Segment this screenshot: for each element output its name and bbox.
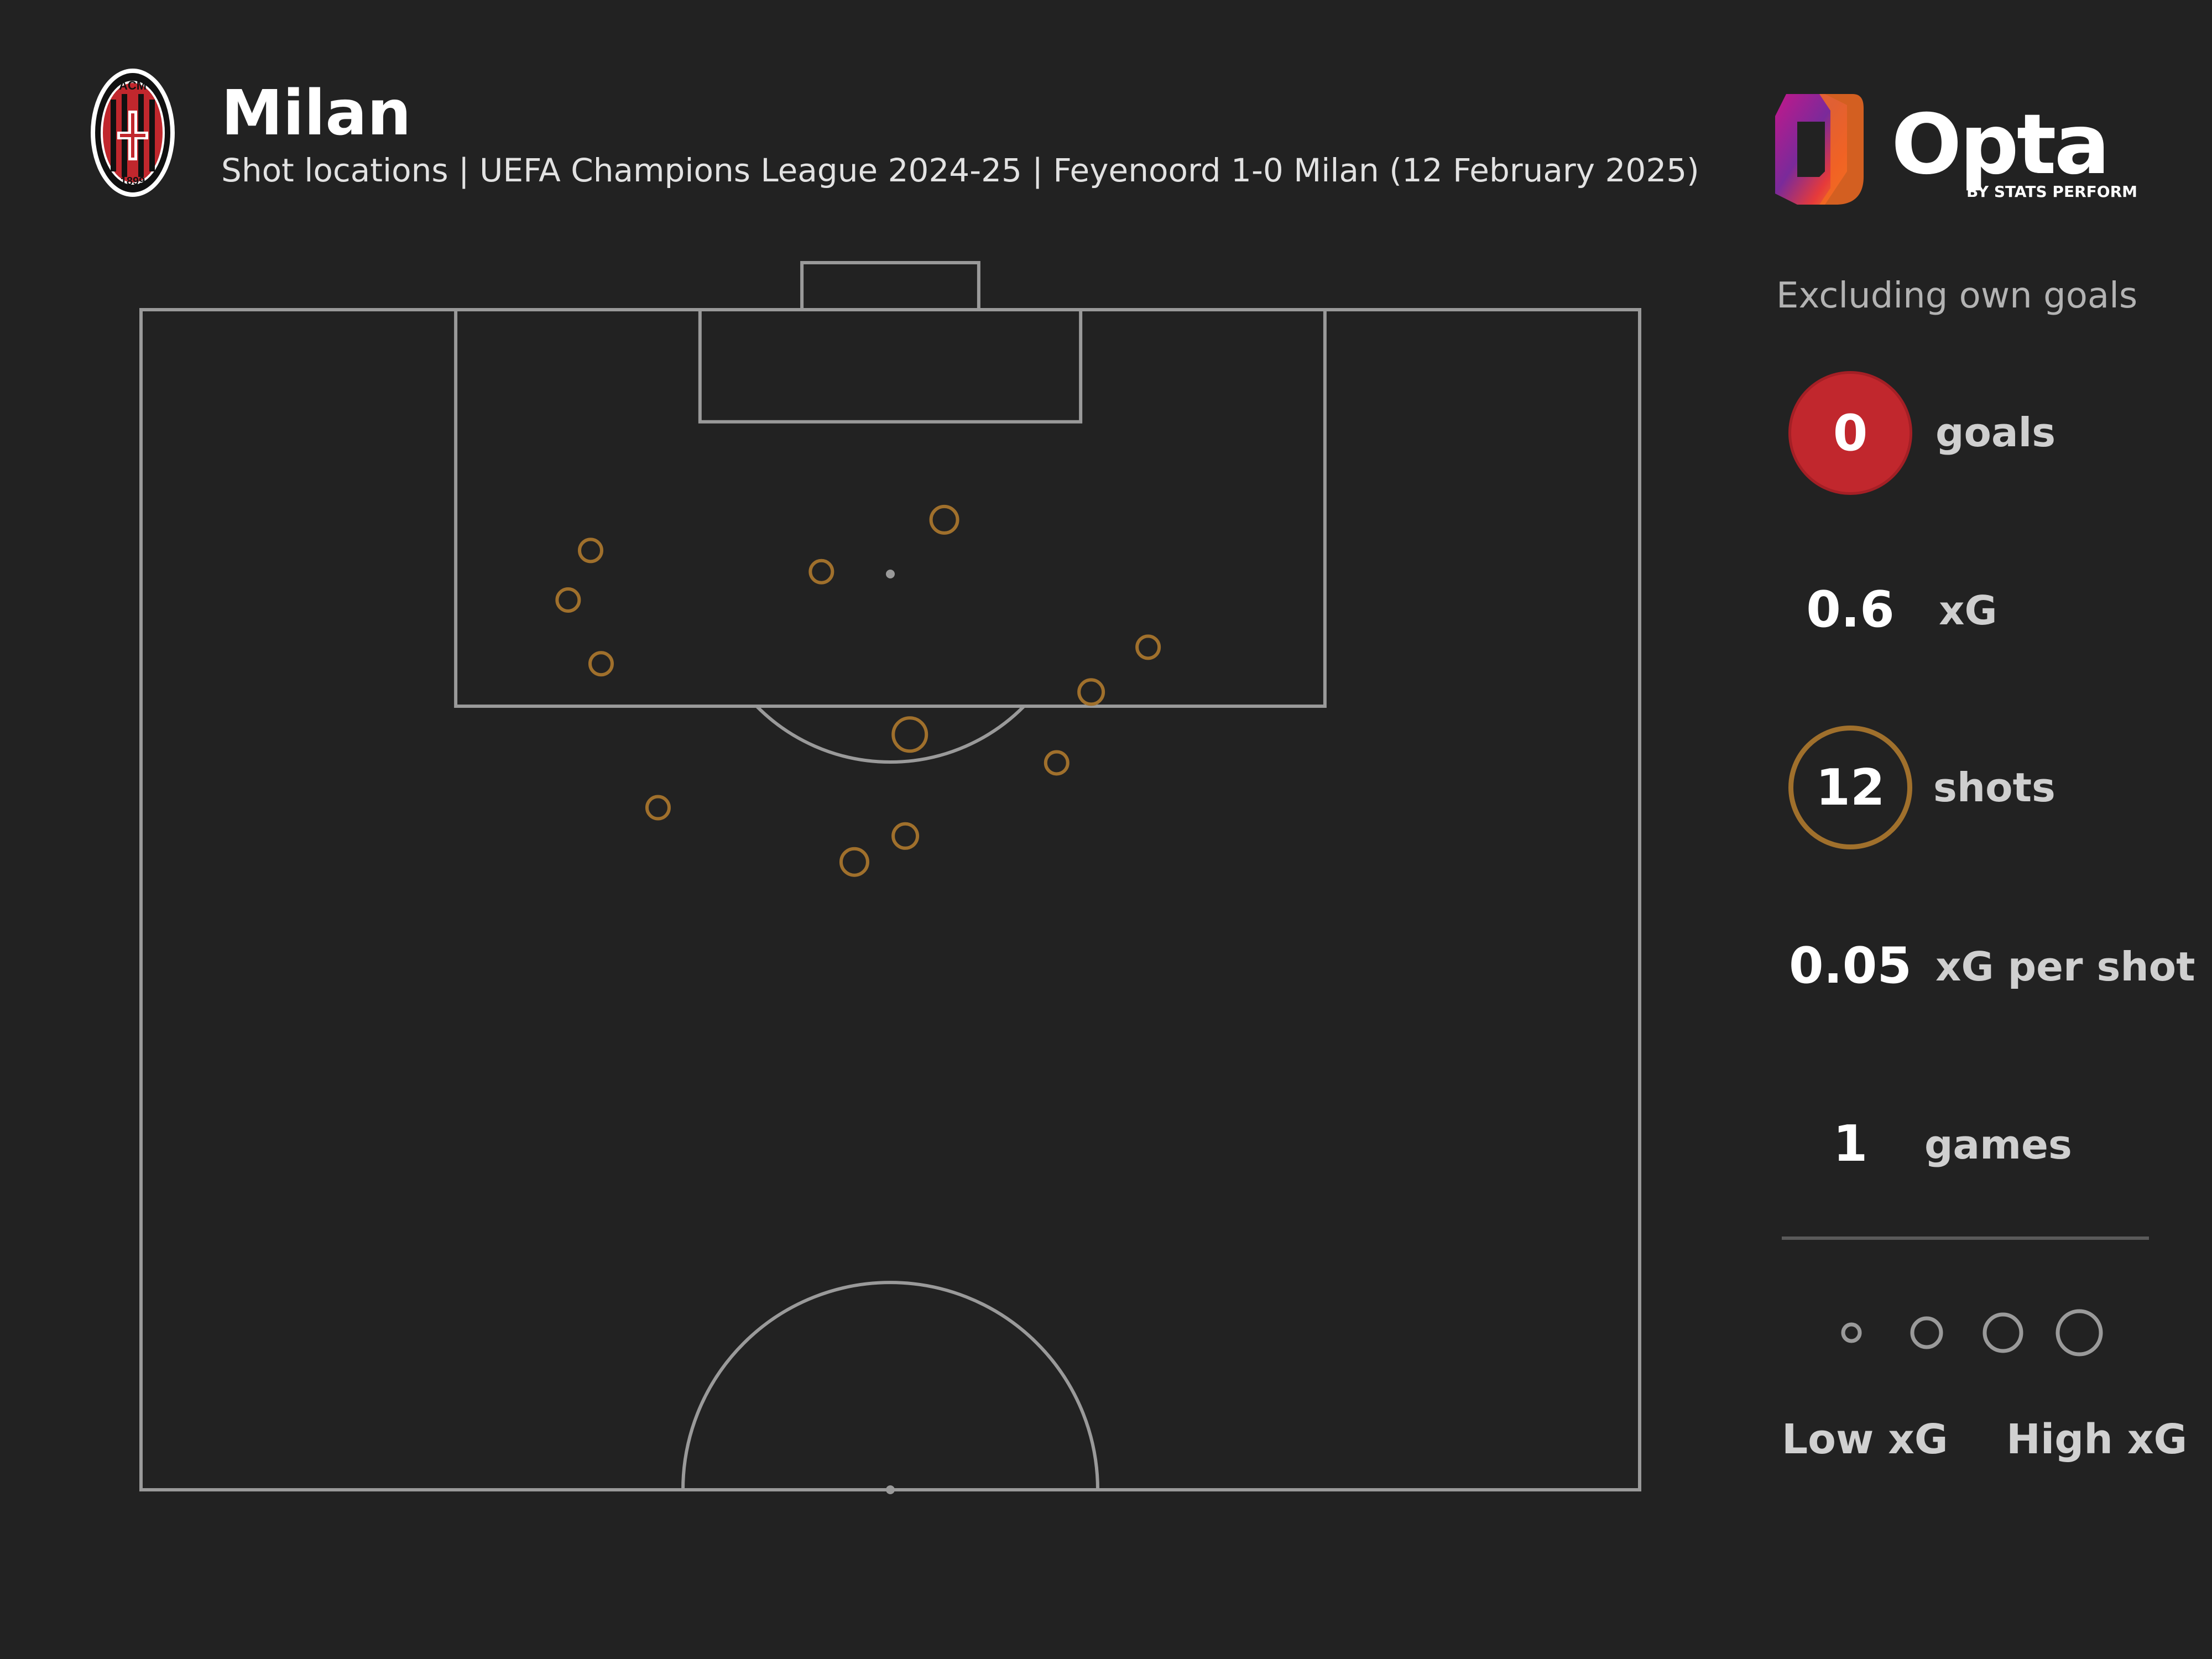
penalty-arc (755, 705, 1025, 764)
goals-label: goals (1936, 409, 2056, 456)
pitch-outline (139, 308, 1641, 1491)
shot-marker (1044, 750, 1070, 776)
shot-marker (555, 587, 581, 613)
legend-circle-xs (1841, 1322, 1862, 1343)
shot-marker (891, 822, 920, 850)
centre-circle (681, 1281, 1099, 1490)
legend-circle-s (1910, 1316, 1943, 1349)
goal-frame (800, 261, 980, 311)
opta-tagline: BY STATS PERFORM (1966, 182, 2137, 201)
shot-marker (839, 847, 869, 877)
games-label: games (1924, 1121, 2072, 1168)
opta-logo-icon (1775, 94, 1864, 205)
xg-size-legend (1841, 1309, 2103, 1357)
shot-marker (578, 538, 603, 564)
shot-marker (1135, 634, 1161, 660)
legend-high-label: High xG (2006, 1416, 2188, 1463)
shot-marker (645, 795, 671, 821)
shots-label: shots (1933, 764, 2056, 811)
penalty-spot (886, 570, 895, 579)
legend-low-label: Low xG (1782, 1416, 1948, 1463)
svg-text:1899: 1899 (121, 175, 145, 187)
xg-label: xG (1939, 587, 1997, 634)
goals-value: 0 (1788, 371, 1912, 495)
legend-circle-l (2056, 1309, 2103, 1357)
legend-circle-m (1983, 1312, 2023, 1353)
shot-marker (1077, 678, 1105, 706)
xg-value: 0.6 (1806, 581, 1895, 639)
page-subtitle: Shot locations | UEFA Champions League 2… (221, 152, 1699, 189)
shot-marker (929, 504, 959, 535)
page-title: Milan (221, 77, 411, 149)
shot-marker (808, 559, 834, 585)
six-yard-box (698, 308, 1083, 424)
stats-divider (1782, 1237, 2149, 1240)
svg-text:ACM: ACM (119, 79, 147, 92)
milan-crest-icon: ACM 1899 (91, 69, 175, 197)
shot-marker (588, 651, 614, 677)
penalty-box (454, 308, 1327, 708)
opta-wordmark: Opta (1891, 97, 2110, 193)
stats-note: Excluding own goals (1776, 275, 2138, 316)
centre-spot (886, 1485, 895, 1494)
pitch-lines (139, 261, 1641, 1494)
xg-per-shot-label: xG per shot (1936, 943, 2195, 990)
shots-layer (555, 504, 1161, 877)
shot-marker (891, 716, 928, 753)
shots-value: 12 (1788, 726, 1912, 849)
games-value: 1 (1833, 1115, 1868, 1173)
xg-per-shot-value: 0.05 (1788, 937, 1912, 995)
